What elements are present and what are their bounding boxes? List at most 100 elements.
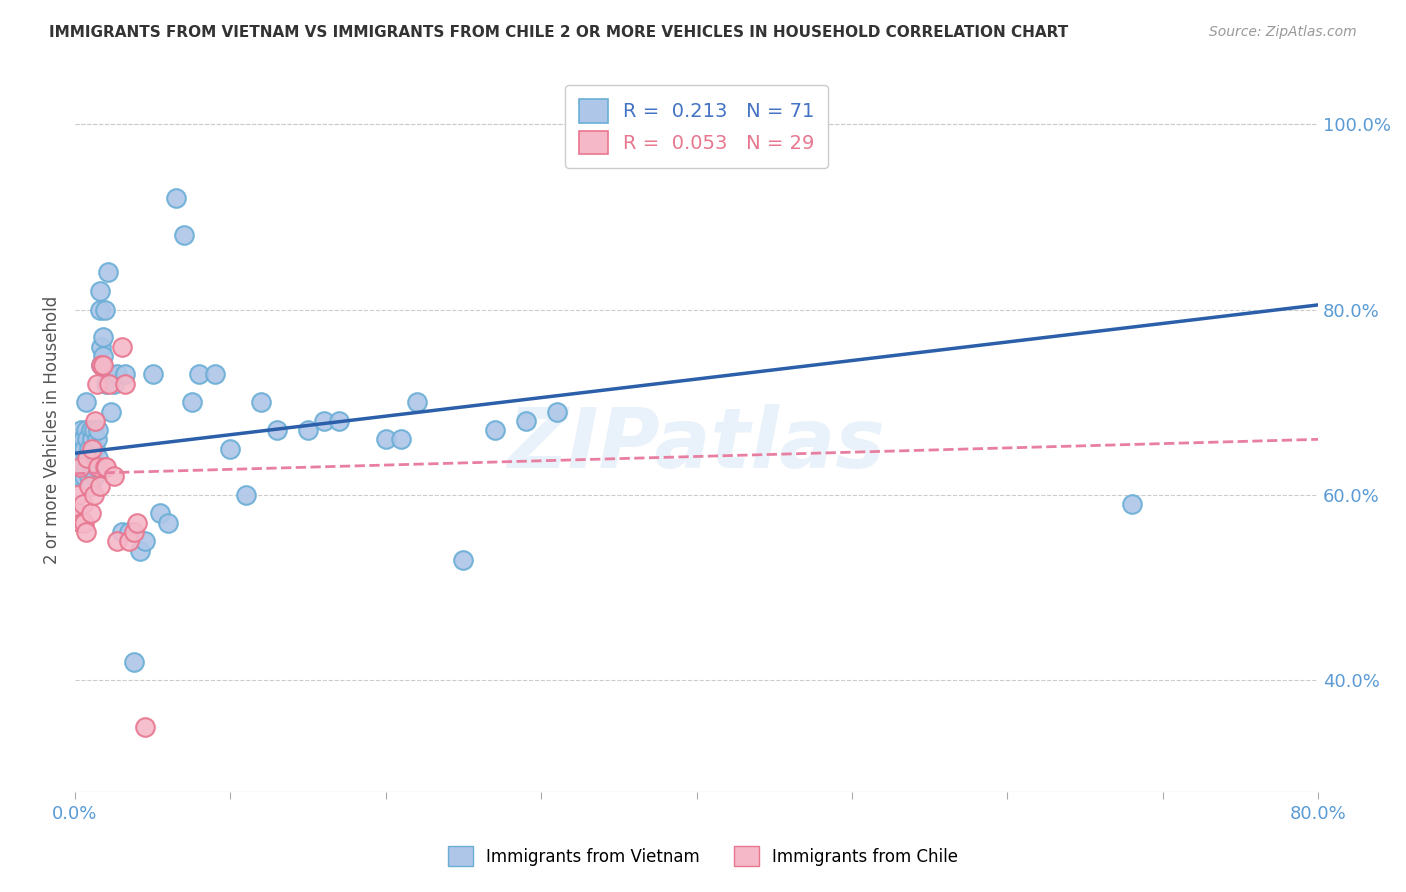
Point xyxy=(84,442,107,456)
Point xyxy=(90,340,112,354)
Point xyxy=(389,433,412,447)
Point xyxy=(98,368,121,382)
Point xyxy=(546,404,568,418)
Point xyxy=(84,469,107,483)
Point xyxy=(515,414,537,428)
Point xyxy=(72,433,94,447)
Point xyxy=(70,450,93,465)
Point xyxy=(111,524,134,539)
Point xyxy=(73,516,96,530)
Point xyxy=(72,460,94,475)
Point xyxy=(84,414,107,428)
Point xyxy=(82,442,104,456)
Point xyxy=(100,404,122,418)
Point xyxy=(77,469,100,483)
Point xyxy=(328,414,350,428)
Point xyxy=(105,534,128,549)
Point xyxy=(118,524,141,539)
Point xyxy=(76,460,98,475)
Point xyxy=(75,450,97,465)
Point xyxy=(65,460,87,475)
Point xyxy=(79,423,101,437)
Text: IMMIGRANTS FROM VIETNAM VS IMMIGRANTS FROM CHILE 2 OR MORE VEHICLES IN HOUSEHOLD: IMMIGRANTS FROM VIETNAM VS IMMIGRANTS FR… xyxy=(49,25,1069,40)
Point xyxy=(77,442,100,456)
Point xyxy=(86,460,108,475)
Point xyxy=(142,368,165,382)
Point xyxy=(374,433,396,447)
Point xyxy=(127,516,149,530)
Text: ZIPatlas: ZIPatlas xyxy=(508,404,886,485)
Point xyxy=(77,478,100,492)
Text: Source: ZipAtlas.com: Source: ZipAtlas.com xyxy=(1209,25,1357,39)
Legend: R =  0.213   N = 71, R =  0.053   N = 29: R = 0.213 N = 71, R = 0.053 N = 29 xyxy=(565,86,828,168)
Point xyxy=(69,460,91,475)
Point xyxy=(70,423,93,437)
Point xyxy=(70,516,93,530)
Point xyxy=(129,543,152,558)
Point xyxy=(89,284,111,298)
Point xyxy=(65,488,87,502)
Point xyxy=(91,349,114,363)
Point xyxy=(69,469,91,483)
Point xyxy=(72,497,94,511)
Point xyxy=(97,265,120,279)
Point xyxy=(122,655,145,669)
Point xyxy=(89,302,111,317)
Point xyxy=(165,191,187,205)
Point xyxy=(103,469,125,483)
Point xyxy=(180,395,202,409)
Point xyxy=(453,553,475,567)
Point xyxy=(73,469,96,483)
Point xyxy=(79,450,101,465)
Point xyxy=(188,368,211,382)
Legend: Immigrants from Vietnam, Immigrants from Chile: Immigrants from Vietnam, Immigrants from… xyxy=(441,839,965,873)
Point xyxy=(134,534,156,549)
Point xyxy=(105,368,128,382)
Point xyxy=(67,507,90,521)
Point xyxy=(405,395,427,409)
Point xyxy=(87,423,110,437)
Point xyxy=(90,358,112,372)
Point xyxy=(87,450,110,465)
Point xyxy=(79,478,101,492)
Point xyxy=(76,450,98,465)
Point xyxy=(114,368,136,382)
Point xyxy=(312,414,335,428)
Point xyxy=(98,376,121,391)
Point xyxy=(73,442,96,456)
Point xyxy=(219,442,242,456)
Point xyxy=(235,488,257,502)
Point xyxy=(266,423,288,437)
Point xyxy=(118,534,141,549)
Point xyxy=(484,423,506,437)
Point xyxy=(157,516,180,530)
Point xyxy=(94,376,117,391)
Point xyxy=(83,488,105,502)
Point xyxy=(297,423,319,437)
Point xyxy=(75,395,97,409)
Point xyxy=(86,433,108,447)
Point xyxy=(173,228,195,243)
Point xyxy=(82,433,104,447)
Point xyxy=(87,460,110,475)
Point xyxy=(82,460,104,475)
Point xyxy=(75,423,97,437)
Point xyxy=(75,524,97,539)
Point xyxy=(91,358,114,372)
Point xyxy=(149,507,172,521)
Point xyxy=(94,460,117,475)
Point xyxy=(93,460,115,475)
Point xyxy=(114,376,136,391)
Point xyxy=(83,423,105,437)
Y-axis label: 2 or more Vehicles in Household: 2 or more Vehicles in Household xyxy=(44,296,60,564)
Point xyxy=(134,720,156,734)
Point xyxy=(111,340,134,354)
Point xyxy=(76,433,98,447)
Point xyxy=(83,460,105,475)
Point xyxy=(89,478,111,492)
Point xyxy=(122,524,145,539)
Point xyxy=(79,507,101,521)
Point xyxy=(1121,497,1143,511)
Point xyxy=(250,395,273,409)
Point xyxy=(90,358,112,372)
